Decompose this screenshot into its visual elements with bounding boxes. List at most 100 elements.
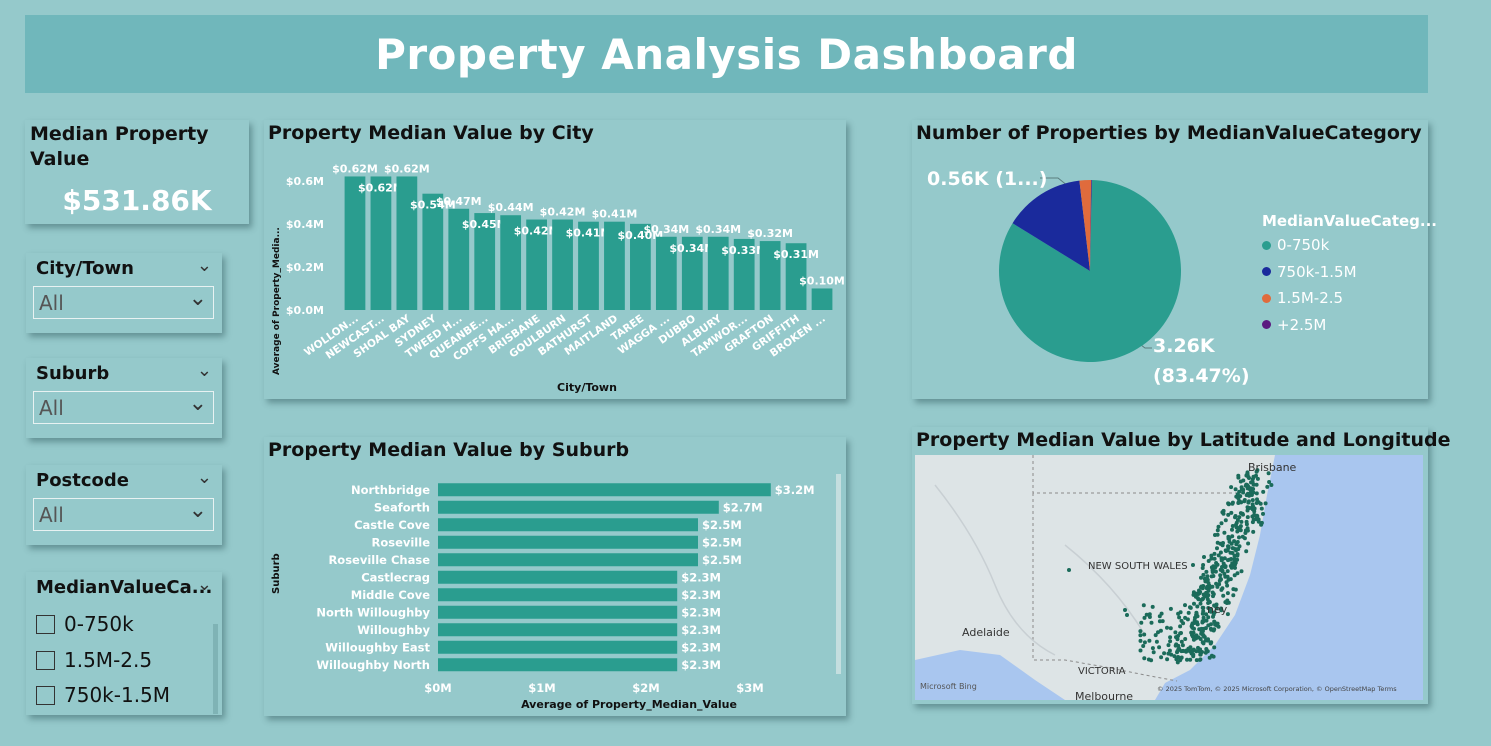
property-dot bbox=[1233, 587, 1238, 592]
property-dot bbox=[1243, 531, 1248, 535]
property-dot bbox=[1224, 549, 1229, 553]
chevron-down-icon[interactable]: ⌄ bbox=[196, 255, 212, 276]
bar bbox=[604, 221, 625, 310]
property-dot bbox=[1205, 577, 1210, 582]
bar bbox=[438, 500, 719, 514]
chart-scrollbar[interactable] bbox=[836, 474, 841, 674]
map-view[interactable]: Brisbane NEW SOUTH WALES Adelaide ney VI… bbox=[915, 455, 1423, 700]
property-dot bbox=[1179, 631, 1183, 635]
suburb-dropdown[interactable]: All ⌄ bbox=[33, 391, 214, 424]
y-tick-label: $0.0M bbox=[286, 304, 324, 317]
property-dot bbox=[1220, 557, 1225, 562]
slicer-postcode-title: Postcode bbox=[36, 470, 130, 491]
map-canvas[interactable] bbox=[915, 455, 1423, 700]
property-dot bbox=[1201, 615, 1206, 620]
city-chart-xlabel: City/Town bbox=[557, 381, 617, 394]
slicer-category: MedianValueCa... ⌄ 0-750k 1.5M-2.5 750k-… bbox=[26, 572, 222, 715]
category-option[interactable]: 750k-1.5M bbox=[36, 682, 170, 708]
property-dot bbox=[1183, 637, 1188, 641]
city-dropdown[interactable]: All ⌄ bbox=[33, 286, 214, 319]
property-dot bbox=[1191, 563, 1195, 567]
map-attribution[interactable]: © 2025 TomTom, © 2025 Microsoft Corporat… bbox=[1157, 685, 1397, 693]
property-dot bbox=[1241, 478, 1246, 483]
suburb-chart-xlabel: Average of Property_Median_Value bbox=[521, 698, 737, 711]
chevron-down-icon[interactable]: ⌄ bbox=[196, 574, 212, 595]
property-dot bbox=[1212, 603, 1217, 608]
city-bar-chart: Average of Property_Media... City/Town $… bbox=[272, 162, 845, 394]
property-dot bbox=[1220, 565, 1224, 569]
bar bbox=[811, 288, 833, 310]
chevron-down-icon[interactable]: ⌄ bbox=[196, 360, 212, 381]
property-dot bbox=[1238, 528, 1243, 533]
property-dot bbox=[1154, 639, 1159, 644]
city-dropdown-value: All bbox=[39, 291, 64, 315]
legend-dot-icon bbox=[1262, 240, 1271, 250]
property-dot bbox=[1259, 506, 1264, 511]
legend-item[interactable]: 1.5M-2.5 bbox=[1262, 289, 1343, 307]
property-dot bbox=[1209, 574, 1214, 579]
property-dot bbox=[1191, 637, 1196, 642]
slicer-scrollbar[interactable] bbox=[213, 624, 218, 714]
property-dot bbox=[1234, 522, 1238, 527]
property-dot bbox=[1194, 658, 1199, 663]
category-option[interactable]: 1.5M-2.5 bbox=[36, 647, 152, 673]
property-dot bbox=[1211, 592, 1216, 597]
property-dot bbox=[1202, 555, 1206, 559]
property-dot bbox=[1230, 500, 1235, 505]
property-dot bbox=[1263, 501, 1268, 506]
map-label-melbourne: Melbourne bbox=[1075, 690, 1134, 700]
property-dot bbox=[1212, 556, 1217, 561]
property-dot bbox=[1222, 571, 1227, 576]
property-dot bbox=[1236, 475, 1241, 480]
postcode-dropdown[interactable]: All ⌄ bbox=[33, 498, 214, 531]
chevron-down-icon: ⌄ bbox=[188, 391, 207, 416]
property-dot bbox=[1158, 628, 1163, 633]
city-chart-title: Property Median Value by City bbox=[268, 122, 594, 144]
checkbox-icon[interactable] bbox=[36, 685, 55, 705]
chevron-down-icon[interactable]: ⌄ bbox=[196, 467, 212, 488]
category-option-label: 750k-1.5M bbox=[64, 683, 171, 707]
data-label: $3.2M bbox=[775, 483, 815, 497]
data-label: $0.32M bbox=[747, 227, 793, 240]
checkbox-icon[interactable] bbox=[36, 650, 55, 670]
map-label-brisbane: Brisbane bbox=[1248, 461, 1297, 474]
bar bbox=[438, 658, 678, 672]
property-dot bbox=[1251, 474, 1256, 479]
property-dot bbox=[1166, 643, 1171, 648]
property-dot bbox=[1186, 646, 1191, 651]
legend-item[interactable]: +2.5M bbox=[1262, 316, 1326, 334]
property-dot bbox=[1235, 529, 1240, 534]
category-option[interactable]: 0-750k bbox=[36, 611, 134, 637]
pie-leader-line bbox=[1040, 177, 1069, 187]
legend-item[interactable]: 750k-1.5M bbox=[1262, 263, 1357, 281]
map-label-adelaide: Adelaide bbox=[962, 626, 1010, 639]
legend-dot-icon bbox=[1262, 320, 1271, 329]
property-dot bbox=[1147, 638, 1152, 643]
x-tick-label: $3M bbox=[736, 681, 763, 695]
legend-item[interactable]: 0-750k bbox=[1262, 236, 1329, 254]
data-label: $0.42M bbox=[540, 206, 586, 219]
property-dot bbox=[1179, 618, 1184, 623]
bar bbox=[448, 208, 470, 310]
checkbox-icon[interactable] bbox=[36, 614, 55, 634]
bar bbox=[500, 215, 522, 310]
property-dot bbox=[1235, 571, 1240, 576]
property-dot bbox=[1229, 485, 1234, 490]
property-dot bbox=[1138, 648, 1143, 653]
property-dot bbox=[1219, 608, 1224, 613]
property-dot bbox=[1190, 652, 1195, 657]
x-tick-label: $1M bbox=[528, 681, 555, 695]
property-dot bbox=[1246, 499, 1251, 504]
data-label: $0.40M bbox=[618, 229, 664, 242]
property-dot bbox=[1168, 639, 1173, 644]
property-dot bbox=[1210, 584, 1215, 589]
data-label: $0.41M bbox=[566, 227, 612, 240]
property-dot bbox=[1166, 651, 1171, 656]
legend-label: 750k-1.5M bbox=[1277, 262, 1357, 281]
property-dot bbox=[1221, 511, 1226, 516]
property-dot bbox=[1254, 482, 1259, 487]
property-dot bbox=[1174, 635, 1178, 640]
city-chart-ylabel: Average of Property_Media... bbox=[272, 227, 282, 375]
pie-legend-title: MedianValueCateg... bbox=[1262, 212, 1437, 230]
property-dot bbox=[1201, 619, 1206, 624]
